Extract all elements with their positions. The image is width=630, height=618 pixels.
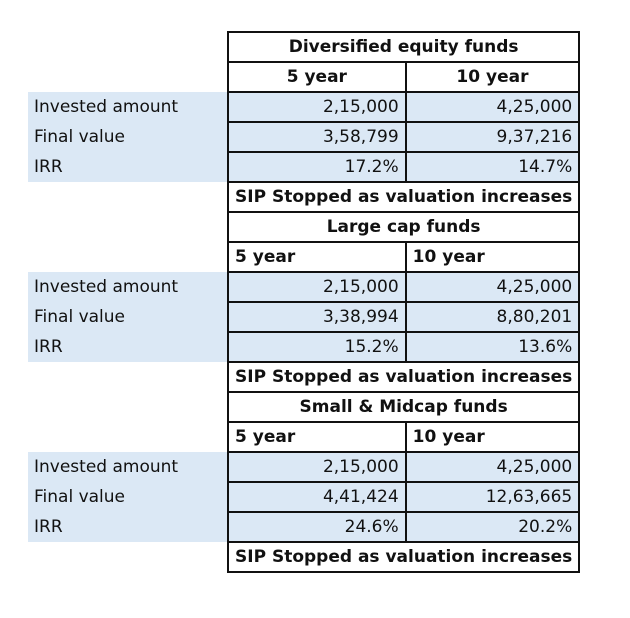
- invested-10y: 4,25,000: [404, 91, 581, 123]
- invested-row: Invested amount 2,15,000 4,25,000: [28, 451, 581, 483]
- invested-10y: 4,25,000: [404, 271, 581, 303]
- final-value-row: Final value 3,38,994 8,80,201: [28, 301, 581, 333]
- period-header-5y: 5 year: [227, 241, 407, 273]
- section-note: SIP Stopped as valuation increases: [226, 181, 581, 213]
- row-label-irr: IRR: [28, 332, 228, 362]
- row-label-final: Final value: [28, 122, 228, 152]
- section-title: Diversified equity funds: [226, 31, 581, 63]
- period-header-10y: 10 year: [404, 61, 581, 93]
- row-label-irr: IRR: [28, 512, 228, 542]
- invested-row: Invested amount 2,15,000 4,25,000: [28, 91, 581, 123]
- irr-5y: 17.2%: [227, 151, 407, 183]
- irr-row: IRR 17.2% 14.7%: [28, 151, 581, 183]
- section-title: Small & Midcap funds: [226, 391, 581, 423]
- final-value-row: Final value 4,41,424 12,63,665: [28, 481, 581, 513]
- final-5y: 3,38,994: [227, 301, 407, 333]
- irr-row: IRR 24.6% 20.2%: [28, 511, 581, 543]
- invested-5y: 2,15,000: [227, 91, 407, 123]
- note-row: SIP Stopped as valuation increases: [28, 361, 581, 393]
- note-row: SIP Stopped as valuation increases: [28, 181, 581, 213]
- section-note: SIP Stopped as valuation increases: [226, 361, 581, 393]
- sip-comparison-table-wrapper: Diversified equity funds 5 year 10 year …: [28, 31, 581, 573]
- period-header-row: 5 year 10 year: [28, 421, 581, 453]
- period-header-10y: 10 year: [404, 421, 581, 453]
- sip-comparison-table: Diversified equity funds 5 year 10 year …: [28, 31, 581, 573]
- period-header-row: 5 year 10 year: [28, 61, 581, 93]
- irr-10y: 20.2%: [404, 511, 581, 543]
- invested-row: Invested amount 2,15,000 4,25,000: [28, 271, 581, 303]
- invested-5y: 2,15,000: [227, 451, 407, 483]
- row-label-invested: Invested amount: [28, 272, 228, 302]
- row-label-invested: Invested amount: [28, 452, 228, 482]
- irr-10y: 14.7%: [404, 151, 581, 183]
- invested-10y: 4,25,000: [404, 451, 581, 483]
- period-header-5y: 5 year: [227, 61, 407, 93]
- final-value-row: Final value 3,58,799 9,37,216: [28, 121, 581, 153]
- period-header-10y: 10 year: [404, 241, 581, 273]
- section-title-row: Large cap funds: [28, 211, 581, 243]
- row-label-invested: Invested amount: [28, 92, 228, 122]
- section-note: SIP Stopped as valuation increases: [226, 541, 581, 573]
- final-10y: 8,80,201: [404, 301, 581, 333]
- final-5y: 3,58,799: [227, 121, 407, 153]
- note-row: SIP Stopped as valuation increases: [28, 541, 581, 573]
- irr-5y: 24.6%: [227, 511, 407, 543]
- period-header-5y: 5 year: [227, 421, 407, 453]
- final-10y: 9,37,216: [404, 121, 581, 153]
- section-title-row: Small & Midcap funds: [28, 391, 581, 423]
- final-10y: 12,63,665: [404, 481, 581, 513]
- row-label-irr: IRR: [28, 152, 228, 182]
- final-5y: 4,41,424: [227, 481, 407, 513]
- irr-5y: 15.2%: [227, 331, 407, 363]
- period-header-row: 5 year 10 year: [28, 241, 581, 273]
- invested-5y: 2,15,000: [227, 271, 407, 303]
- section-title-row: Diversified equity funds: [28, 31, 581, 63]
- section-title: Large cap funds: [226, 211, 581, 243]
- row-label-final: Final value: [28, 302, 228, 332]
- irr-row: IRR 15.2% 13.6%: [28, 331, 581, 363]
- irr-10y: 13.6%: [404, 331, 581, 363]
- row-label-final: Final value: [28, 482, 228, 512]
